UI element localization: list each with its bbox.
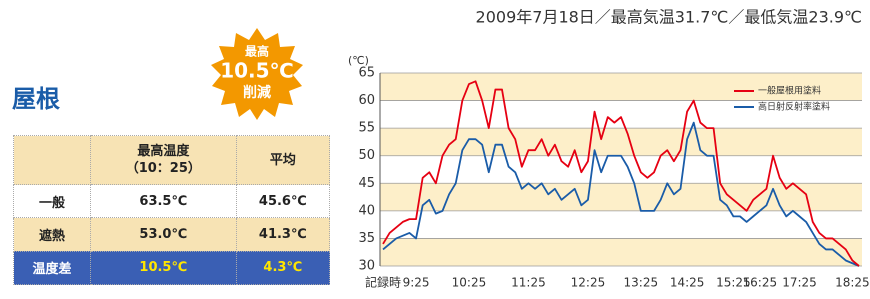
chart-title: 2009年7月18日／最高気温31.7℃／最低気温23.9℃: [476, 8, 862, 27]
legend-label: 高日射反射率塗料: [758, 101, 830, 113]
y-tick-label: 40: [358, 203, 375, 218]
table-cell: 一般: [14, 185, 91, 218]
table-header-cell: 平均: [236, 136, 329, 185]
y-tick-label: 35: [358, 231, 375, 246]
x-tick-label: 記録時: [365, 275, 401, 290]
section-title: 屋根: [12, 85, 60, 113]
header-line: （10：25）: [126, 161, 201, 176]
x-tick-label: 11:25: [511, 276, 546, 290]
x-tick-label: 10:25: [452, 276, 487, 290]
table-header-cell: 最高温度 （10：25）: [91, 136, 237, 185]
x-tick-label: 13:25: [624, 276, 659, 290]
x-tick-label: 18:25: [835, 276, 870, 290]
table-cell: 遮熱: [14, 218, 91, 251]
y-tick-label: 60: [358, 93, 375, 108]
header-line: 平均: [270, 153, 296, 168]
y-tick-label: 55: [358, 121, 375, 136]
y-tick-label: 45: [358, 176, 375, 191]
page: 屋根 最高 10.5℃ 削減 2009年7月18日／最高気温31.7℃／最低気温…: [0, 0, 870, 299]
badge-value: 10.5℃: [220, 59, 294, 83]
table-cell: 温度差: [14, 251, 91, 284]
badge-line: 最高: [245, 44, 269, 59]
y-tick-label: 30: [358, 259, 375, 274]
table-cell: 53.0℃: [91, 218, 237, 251]
band: [380, 238, 862, 266]
x-tick-label: 16:25: [743, 276, 778, 290]
badge-line: 削減: [243, 84, 271, 101]
x-tick-label: 14:25: [670, 276, 705, 290]
table-cell: 4.3℃: [236, 251, 329, 284]
table-cell: 63.5℃: [91, 185, 237, 218]
header-line: 最高温度: [137, 144, 189, 159]
table-cell: 10.5℃: [91, 251, 237, 284]
x-tick-label: 9:25: [403, 276, 430, 290]
table-header: 最高温度 （10：25） 平均: [14, 136, 330, 185]
legend-label: 一般屋根用塗料: [758, 85, 821, 97]
y-tick-label: 50: [358, 148, 375, 163]
y-tick-label: 65: [358, 66, 375, 81]
table-cell: 45.6℃: [236, 185, 329, 218]
x-tick-label: 12:25: [571, 276, 606, 290]
table-cell: [14, 136, 91, 185]
x-tick-label: 17:25: [782, 276, 817, 290]
table-cell: 41.3℃: [236, 218, 329, 251]
